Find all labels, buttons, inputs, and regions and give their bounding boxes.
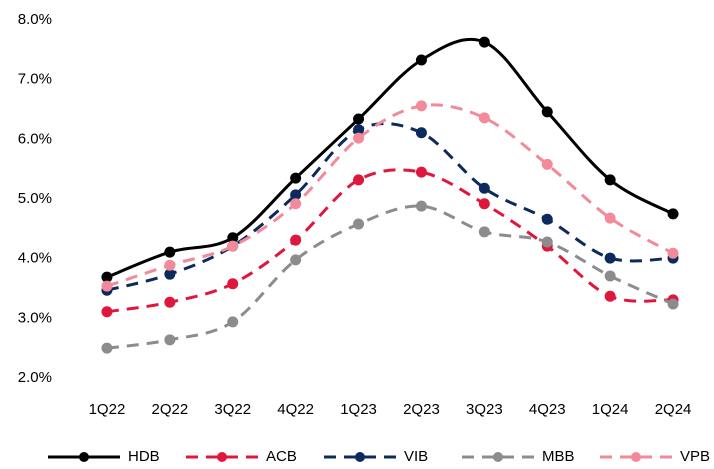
legend-marker <box>217 452 227 462</box>
data-point <box>353 113 365 125</box>
data-point <box>101 280 113 292</box>
data-point <box>415 200 427 212</box>
data-point <box>478 182 490 194</box>
data-point <box>101 342 113 354</box>
data-point <box>604 252 616 264</box>
data-point <box>604 174 616 186</box>
data-point <box>478 198 490 210</box>
data-point <box>415 100 427 112</box>
x-tick-label: 1Q24 <box>592 401 629 418</box>
x-tick-label: 3Q23 <box>466 401 503 418</box>
data-point <box>541 106 553 118</box>
y-tick-label: 2.0% <box>18 369 52 386</box>
legend-label: ACB <box>266 448 297 465</box>
data-point <box>101 271 113 283</box>
data-point <box>290 198 302 210</box>
data-point <box>290 172 302 184</box>
legend-marker <box>355 452 365 462</box>
legend-marker <box>631 452 641 462</box>
data-point <box>541 213 553 225</box>
legend-marker <box>79 452 89 462</box>
x-tick-label: 4Q22 <box>277 401 314 418</box>
legend-marker <box>493 452 503 462</box>
data-point <box>353 218 365 230</box>
y-tick-label: 8.0% <box>18 11 52 28</box>
data-point <box>290 254 302 266</box>
x-tick-label: 1Q23 <box>340 401 377 418</box>
data-point <box>604 290 616 302</box>
data-point <box>478 226 490 238</box>
x-tick-label: 2Q23 <box>403 401 440 418</box>
y-tick-label: 3.0% <box>18 309 52 326</box>
y-tick-label: 7.0% <box>18 71 52 88</box>
x-tick-label: 1Q22 <box>89 401 126 418</box>
data-point <box>478 112 490 124</box>
data-point <box>667 247 679 259</box>
data-point <box>290 189 302 201</box>
legend-label: VIB <box>404 448 428 465</box>
data-point <box>353 124 365 136</box>
series-line <box>106 37 674 279</box>
data-point <box>604 270 616 282</box>
legend-label: HDB <box>128 448 160 465</box>
y-tick-label: 6.0% <box>18 130 52 147</box>
data-point <box>227 232 239 244</box>
x-tick-label: 2Q24 <box>655 401 692 418</box>
data-point <box>415 166 427 178</box>
series-line <box>106 122 674 292</box>
data-point <box>101 306 113 318</box>
data-point <box>164 296 176 308</box>
series-line <box>106 168 674 314</box>
data-point <box>164 268 176 280</box>
data-point <box>227 240 239 252</box>
y-tick-label: 4.0% <box>18 250 52 267</box>
data-point <box>667 298 679 310</box>
x-tick-label: 2Q22 <box>151 401 188 418</box>
x-tick-label: 4Q23 <box>529 401 566 418</box>
data-point <box>164 334 176 346</box>
data-point <box>353 132 365 144</box>
data-point <box>227 278 239 290</box>
data-point <box>478 36 490 48</box>
data-point <box>541 158 553 170</box>
x-tick-label: 3Q22 <box>214 401 251 418</box>
data-point <box>415 54 427 66</box>
data-point <box>353 174 365 186</box>
data-point <box>541 236 553 248</box>
series-line <box>106 103 674 288</box>
data-point <box>164 246 176 258</box>
data-point <box>164 259 176 271</box>
y-tick-label: 5.0% <box>18 190 52 207</box>
legend-label: VPB <box>680 448 710 465</box>
data-point <box>604 212 616 224</box>
data-point <box>227 316 239 328</box>
data-point <box>290 234 302 246</box>
series-line <box>106 204 674 350</box>
data-point <box>667 208 679 220</box>
data-point <box>415 127 427 139</box>
legend-label: MBB <box>542 448 575 465</box>
